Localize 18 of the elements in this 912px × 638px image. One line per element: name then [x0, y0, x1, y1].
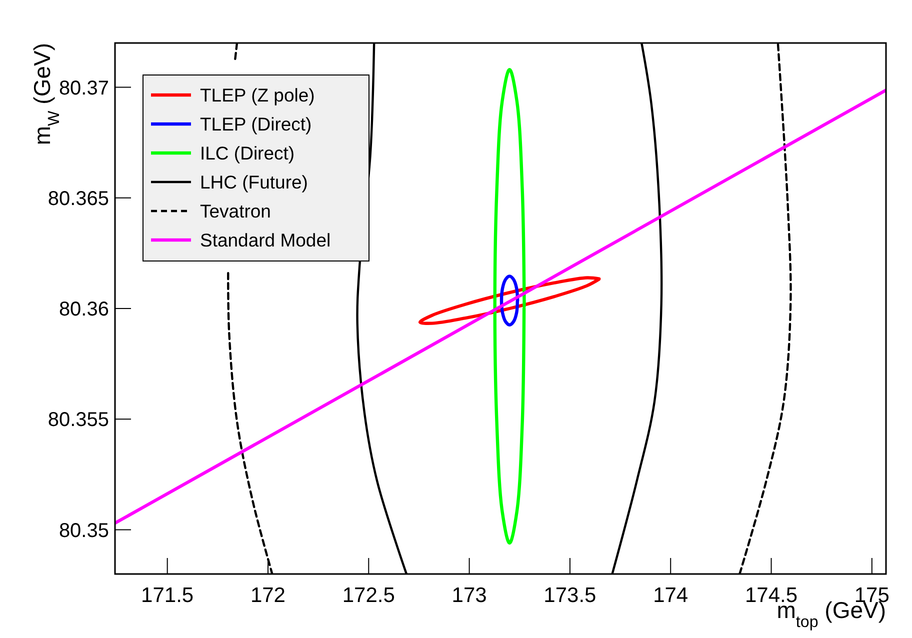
- y-tick-label: 80.355: [48, 409, 109, 432]
- y-tick-label: 80.365: [48, 188, 109, 210]
- x-tick-label: 174: [653, 584, 688, 607]
- legend-label: Tevatron: [200, 200, 271, 222]
- line-series: [493, 68, 526, 545]
- y-tick-label: 80.35: [58, 520, 109, 542]
- x-tick-label: 172.5: [342, 584, 395, 607]
- legend-label: ILC (Direct): [200, 142, 295, 164]
- legend-label: TLEP (Z pole): [200, 84, 315, 106]
- line-series: [500, 274, 520, 326]
- x-tick-label: 173.5: [544, 584, 596, 607]
- legend-label: LHC (Future): [200, 171, 308, 192]
- x-tick-label: 173: [452, 584, 487, 607]
- legend-label: Standard Model: [200, 229, 331, 250]
- legend-label: TLEP (Direct): [200, 113, 312, 134]
- x-tick-label: 172: [250, 584, 286, 607]
- y-tick-label: 80.36: [58, 298, 109, 320]
- x-tick-label: 171.5: [141, 584, 194, 607]
